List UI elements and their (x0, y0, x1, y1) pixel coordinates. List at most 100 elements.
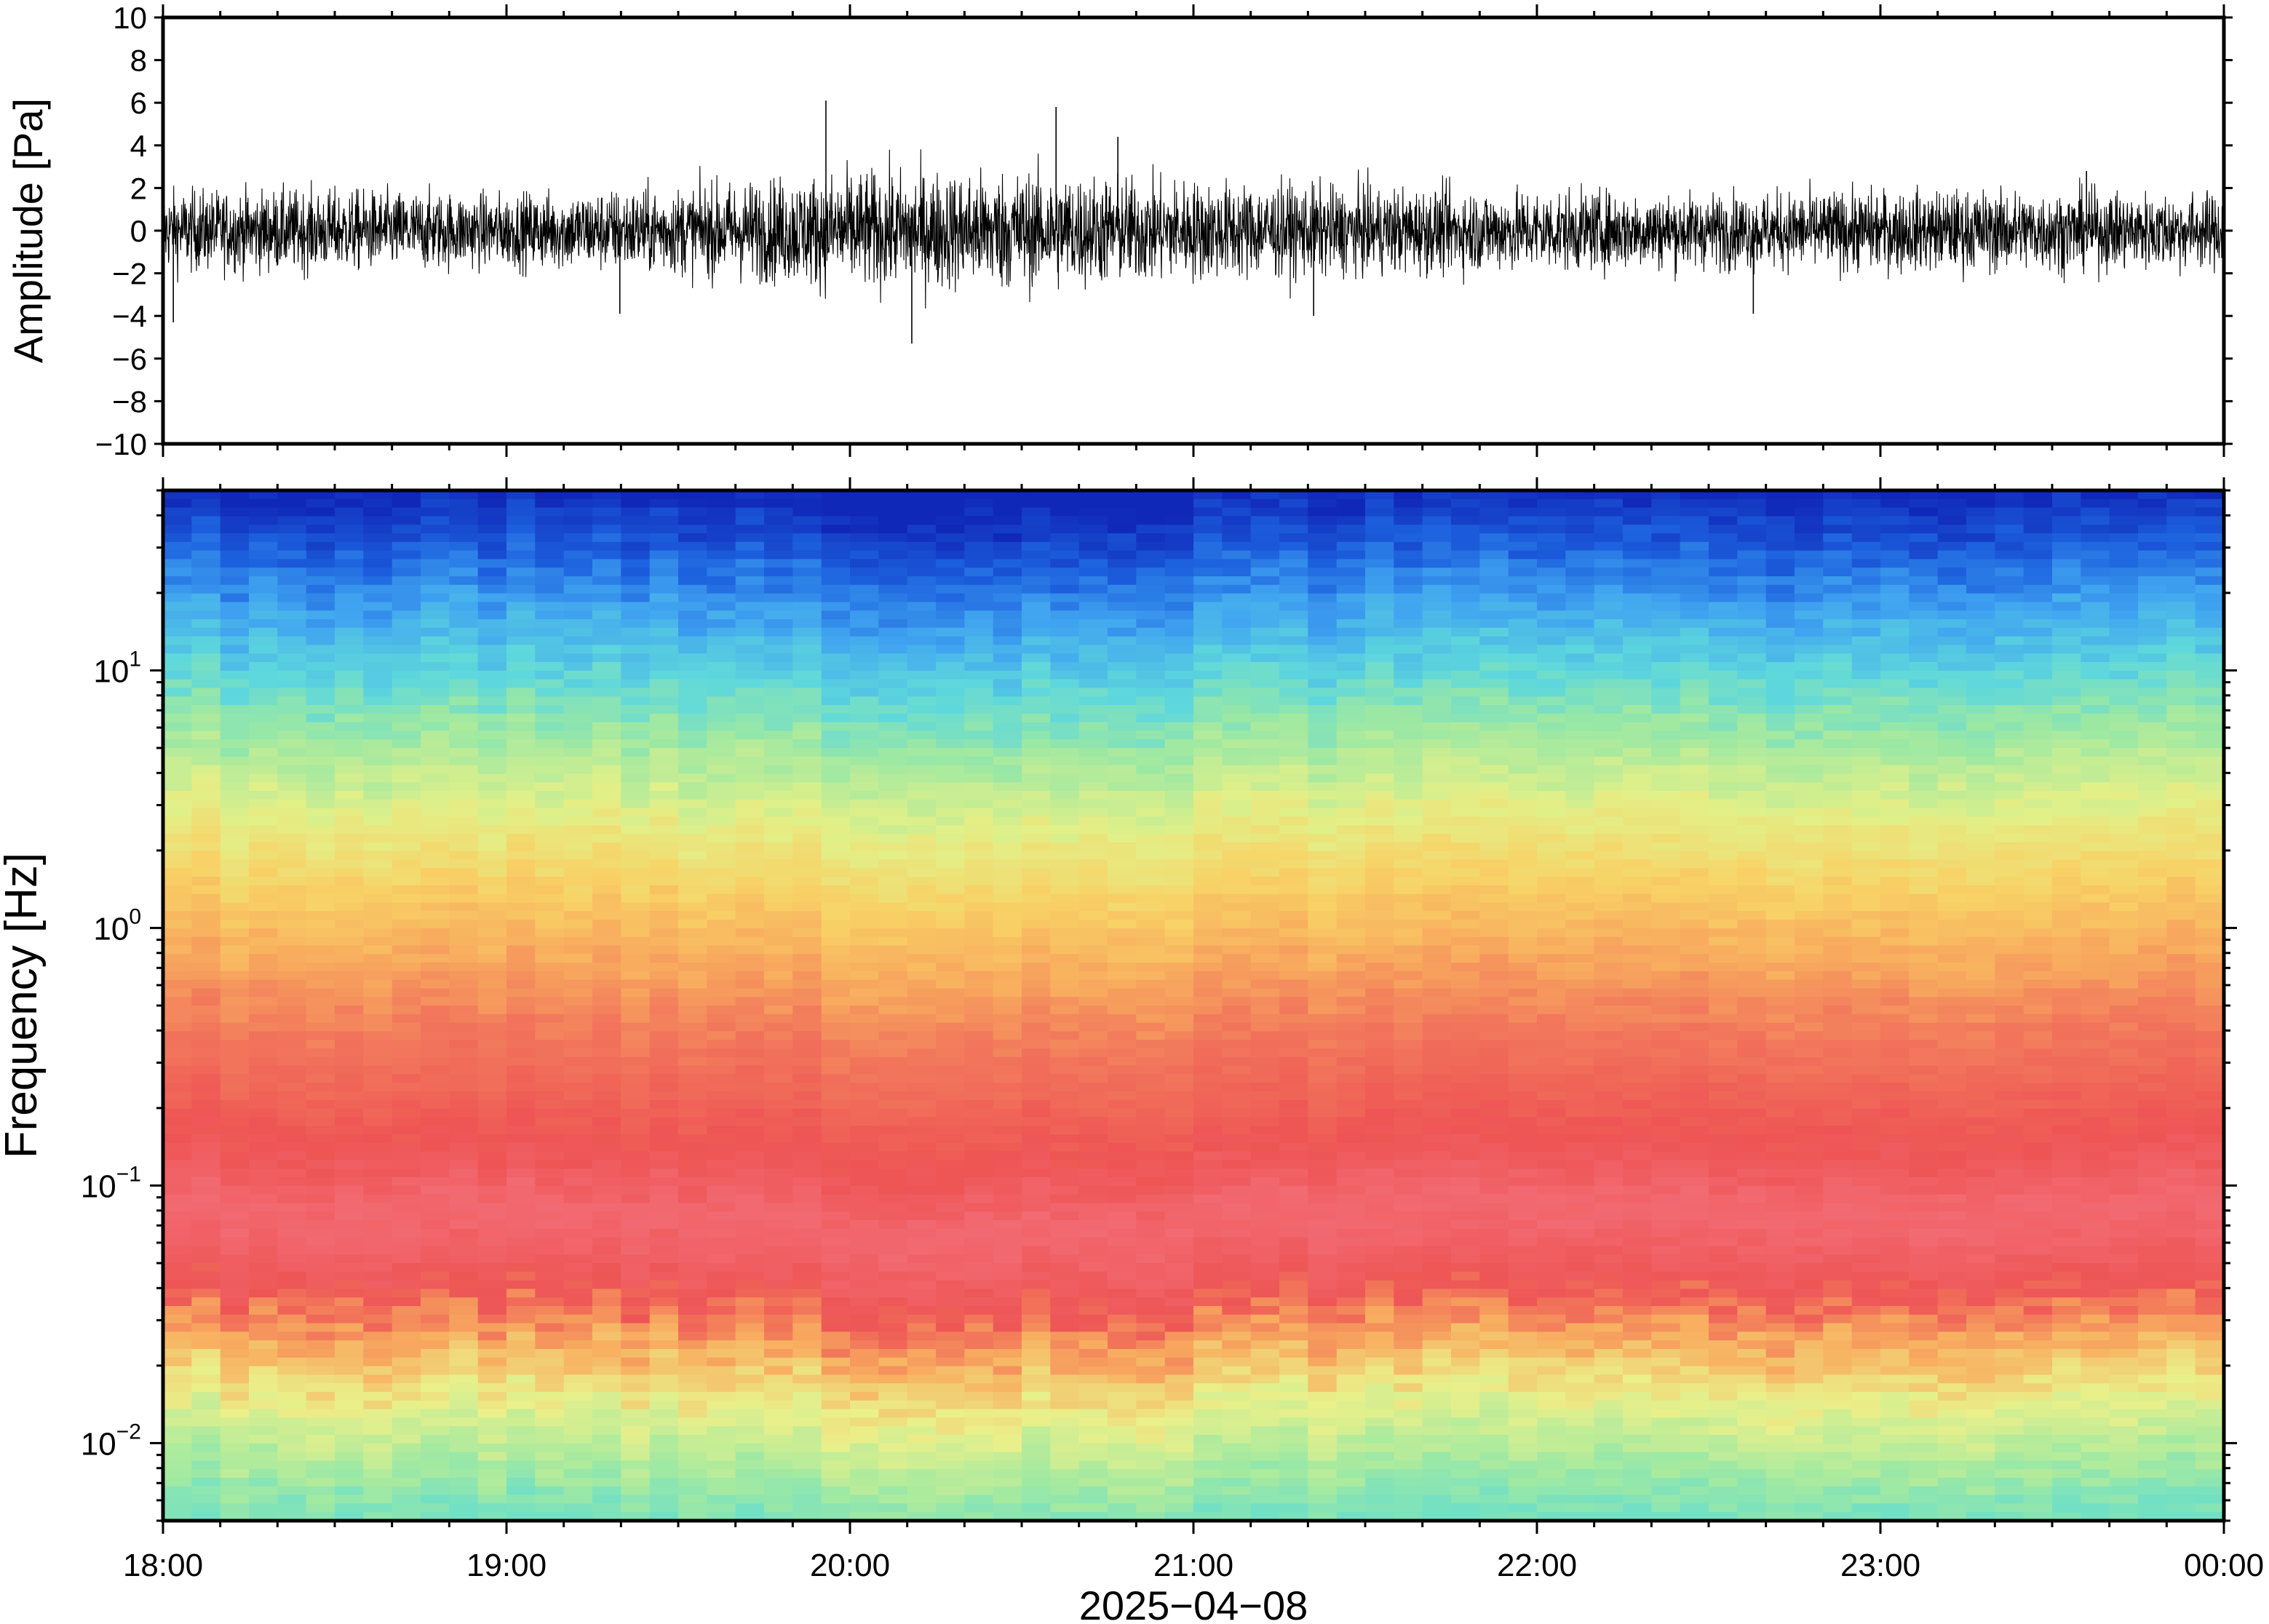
spectrogram-cell (449, 1417, 479, 1427)
spectrogram-cell (163, 1289, 193, 1298)
spectrogram-cell (1108, 516, 1137, 525)
spectrogram-cell (506, 756, 536, 766)
spectrogram-cell (1250, 1400, 1280, 1410)
spectrogram-cell (1308, 619, 1338, 629)
spectrogram-cell (735, 490, 765, 500)
spectrogram-cell (1164, 576, 1194, 586)
spectrogram-cell (163, 688, 193, 697)
spectrogram-cell (764, 1074, 794, 1083)
spectrogram-cell (964, 945, 994, 955)
spectrogram-cell (936, 1203, 966, 1212)
spectrogram-cell (1279, 1263, 1309, 1273)
spectrogram-cell (421, 885, 450, 895)
spectrogram-cell (678, 928, 708, 938)
spectrogram-cell (850, 782, 880, 792)
spectrogram-cell (936, 1503, 966, 1513)
spectrogram-cell (1222, 997, 1252, 1006)
spectrogram-cell (449, 1228, 479, 1238)
spectrogram-cell (163, 816, 193, 826)
spectrogram-cell (421, 1074, 450, 1083)
spectrogram-cell (907, 645, 937, 654)
spectrogram-cell (821, 1220, 851, 1230)
spectrogram-cell (506, 1349, 536, 1358)
spectrogram-cell (649, 1048, 679, 1058)
spectrogram-cell (163, 1074, 193, 1083)
spectrogram-cell (506, 1220, 536, 1230)
spectrogram-cell (1164, 679, 1194, 689)
spectrogram-cell (764, 1254, 794, 1264)
spectrogram-cell (621, 619, 651, 629)
spectrogram-cell (363, 1048, 393, 1058)
spectrogram-cell (477, 653, 507, 663)
spectrogram-cell (1222, 842, 1252, 852)
spectrogram-cell (878, 936, 908, 947)
spectrogram-cell (1136, 799, 1166, 809)
spectrogram-cell (821, 688, 851, 697)
spectrogram-cell (1108, 1366, 1137, 1376)
spectrogram-cell (621, 1280, 651, 1290)
spectrogram-cell (592, 619, 622, 629)
spectrogram-cell (850, 1031, 880, 1040)
spectrogram-cell (1250, 791, 1280, 800)
spectrogram-cell (649, 713, 679, 723)
spectrogram-cell (1050, 498, 1080, 509)
spectrogram-cell (1108, 593, 1137, 603)
spectrogram-cell (249, 1040, 279, 1049)
spectrogram-cell (993, 971, 1022, 981)
spectrogram-cell (535, 1392, 565, 1401)
spectrogram-cell (392, 1014, 421, 1024)
spectrogram-cell (592, 1254, 622, 1264)
spectrogram-cell (792, 1040, 822, 1049)
spectrogram-cell (421, 525, 450, 534)
spectrogram-cell (678, 773, 708, 783)
spectrogram-cell (1078, 739, 1108, 749)
spectrogram-cell (191, 610, 221, 620)
spectrogram-cell (191, 722, 221, 732)
spectrogram-cell (163, 756, 193, 766)
spectrogram-cell (535, 1314, 565, 1324)
spectrogram-cell (363, 1460, 393, 1470)
spectrogram-cell (1136, 1117, 1166, 1126)
spectrogram-cell (449, 902, 479, 912)
spectrogram-cell (506, 1228, 536, 1238)
spectrogram-cell (421, 859, 450, 869)
spectrogram-cell (335, 791, 365, 800)
spectrogram-cell (306, 1503, 335, 1513)
spectrogram-cell (363, 834, 393, 843)
spectrogram-cell (993, 1289, 1022, 1298)
spectrogram-cell (163, 1409, 193, 1419)
spectrogram-cell (163, 1022, 193, 1032)
spectrogram-cell (506, 1056, 536, 1067)
spectrogram-cell (678, 1228, 708, 1238)
spectrogram-cell (821, 1160, 851, 1169)
spectrogram-cell (277, 1340, 307, 1350)
spectrogram-cell (678, 1426, 708, 1436)
spectrogram-cell (592, 705, 622, 715)
spectrogram-cell (1193, 825, 1223, 835)
spectrogram-cell (392, 1280, 421, 1290)
spectrogram-cell (1022, 1486, 1052, 1496)
spectrogram-cell (277, 559, 307, 568)
spectrogram-cell (249, 1048, 279, 1058)
spectrogram-cell (335, 705, 365, 715)
spectrogram-cell (993, 902, 1022, 912)
spectrogram-cell (993, 1460, 1022, 1470)
spectrogram-cell (506, 1280, 536, 1290)
spectrogram-cell (191, 1426, 221, 1436)
spectrogram-cell (306, 610, 335, 620)
spectrogram-cell (191, 1022, 221, 1032)
spectrogram-cell (535, 1349, 565, 1358)
spectrogram-cell (563, 911, 593, 920)
spectrogram-cell (220, 541, 250, 552)
spectrogram-cell (707, 1452, 736, 1462)
spectrogram-cell (850, 696, 880, 706)
spectrogram-cell (506, 868, 536, 877)
spectrogram-cell (621, 1177, 651, 1187)
spectrogram-cell (563, 791, 593, 800)
spectrogram-cell (735, 568, 765, 577)
spectrogram-cell (249, 893, 279, 904)
spectrogram-cell (449, 1194, 479, 1204)
spectrogram-cell (792, 1289, 822, 1298)
spectrogram-cell (1108, 696, 1137, 706)
spectrogram-cell (163, 954, 193, 963)
